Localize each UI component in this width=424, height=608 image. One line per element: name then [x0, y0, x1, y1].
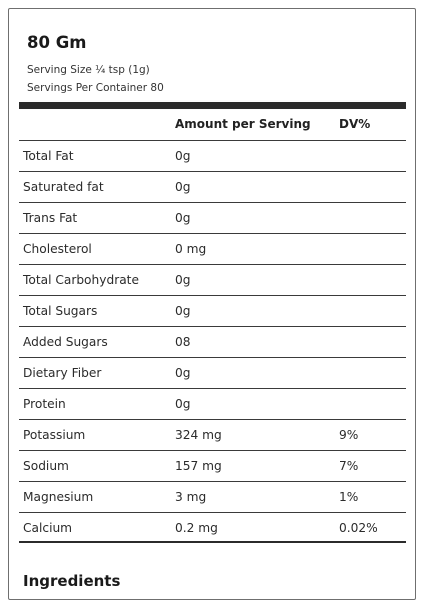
nutrient-amount: 0 mg [175, 242, 207, 256]
table-row: Total Carbohydrate 0g [19, 264, 406, 295]
nutrient-name: Calcium [23, 521, 73, 535]
table-row: Added Sugars 08 [19, 326, 406, 357]
nutrient-amount: 3 mg [175, 490, 207, 504]
nutrient-name: Dietary Fiber [23, 366, 102, 380]
amount-per-serving-header: Amount per Serving [175, 117, 311, 131]
table-row: Magnesium 3 mg 1% [19, 481, 406, 512]
nutrient-amount: 0g [175, 149, 191, 163]
nutrient-name: Protein [23, 397, 66, 411]
nutrient-name: Potassium [23, 428, 86, 442]
product-title: 80 Gm [27, 33, 87, 52]
nutrient-amount: 0g [175, 366, 191, 380]
table-header: Amount per Serving DV% [19, 117, 406, 137]
nutrient-name: Total Sugars [23, 304, 98, 318]
table-row: Trans Fat 0g [19, 202, 406, 233]
nutrient-amount: 324 mg [175, 428, 222, 442]
nutrient-dv: 7% [339, 459, 359, 473]
nutrient-name: Saturated fat [23, 180, 104, 194]
table-row: Cholesterol 0 mg [19, 233, 406, 264]
table-row: Dietary Fiber 0g [19, 357, 406, 388]
dv-header: DV% [339, 117, 371, 131]
nutrient-amount: 0.2 mg [175, 521, 218, 535]
nutrient-name: Magnesium [23, 490, 94, 504]
table-row: Sodium 157 mg 7% [19, 450, 406, 481]
nutrient-dv: 1% [339, 490, 359, 504]
table-row: Protein 0g [19, 388, 406, 419]
table-row: Total Sugars 0g [19, 295, 406, 326]
nutrient-amount: 0g [175, 397, 191, 411]
nutrient-name: Sodium [23, 459, 69, 473]
nutrient-amount: 0g [175, 180, 191, 194]
nutrient-name: Trans Fat [23, 211, 78, 225]
nutrient-amount: 157 mg [175, 459, 222, 473]
nutrient-dv: 0.02% [339, 521, 378, 535]
nutrient-name: Added Sugars [23, 335, 108, 349]
table-row: Total Fat 0g [19, 140, 406, 171]
nutrient-name: Total Fat [23, 149, 74, 163]
nutrient-name: Total Carbohydrate [23, 273, 139, 287]
ingredients-heading: Ingredients [23, 572, 121, 590]
header-divider [19, 102, 406, 109]
table-row: Potassium 324 mg 9% [19, 419, 406, 450]
table-row: Calcium 0.2 mg 0.02% [19, 512, 406, 543]
nutrition-label: 80 Gm Serving Size ¼ tsp (1g) Servings P… [8, 8, 416, 600]
table-row: Saturated fat 0g [19, 171, 406, 202]
nutrient-amount: 0g [175, 211, 191, 225]
serving-size: Serving Size ¼ tsp (1g) [27, 64, 150, 76]
servings-per-container: Servings Per Container 80 [27, 82, 164, 94]
nutrient-amount: 0g [175, 273, 191, 287]
nutrient-amount: 0g [175, 304, 191, 318]
nutrient-dv: 9% [339, 428, 359, 442]
nutrient-name: Cholesterol [23, 242, 92, 256]
nutrient-amount: 08 [175, 335, 191, 349]
nutrient-table: Total Fat 0g Saturated fat 0g Trans Fat … [19, 140, 406, 543]
